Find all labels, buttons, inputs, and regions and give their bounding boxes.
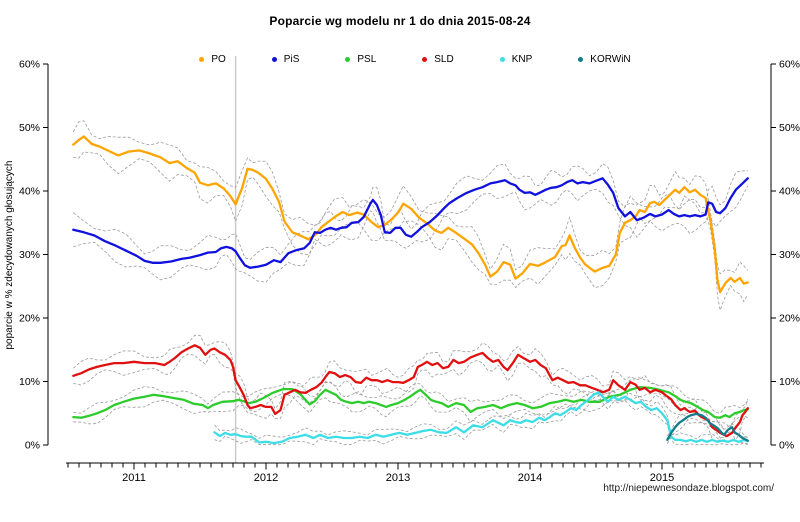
- svg-text:2015: 2015: [650, 472, 674, 484]
- legend-dot-icon: [199, 57, 205, 62]
- svg-text:10%: 10%: [779, 376, 800, 388]
- legend-item-pis: PiS: [271, 54, 300, 65]
- source-url: http://niepewnesondaze.blogspot.com/: [603, 483, 774, 494]
- svg-text:2012: 2012: [254, 472, 278, 484]
- svg-text:60%: 60%: [19, 59, 40, 71]
- chart-title: Poparcie wg modelu nr 1 do dnia 2015-08-…: [269, 14, 531, 28]
- svg-text:40%: 40%: [19, 186, 40, 198]
- y-axis-label: poparcie w % zdecydowanych głosujących: [4, 160, 15, 350]
- svg-text:0%: 0%: [25, 440, 40, 452]
- svg-text:30%: 30%: [19, 249, 40, 261]
- svg-text:50%: 50%: [19, 122, 40, 134]
- svg-text:50%: 50%: [779, 122, 800, 134]
- legend-item-po: PO: [199, 54, 226, 65]
- legend-label: KORWiN: [590, 54, 631, 65]
- svg-text:2011: 2011: [122, 472, 146, 484]
- svg-text:0%: 0%: [779, 440, 794, 452]
- svg-text:20%: 20%: [779, 313, 800, 325]
- legend-dot-icon: [271, 57, 277, 62]
- svg-text:40%: 40%: [779, 186, 800, 198]
- legend-item-knp: KNP: [499, 54, 533, 65]
- legend-item-korwin: KORWiN: [578, 54, 631, 65]
- svg-text:30%: 30%: [779, 249, 800, 261]
- legend-dot-icon: [422, 57, 428, 62]
- legend-item-sld: SLD: [422, 54, 454, 65]
- legend-label: SLD: [434, 54, 454, 65]
- legend-label: PO: [211, 54, 226, 65]
- legend-dot-icon: [499, 57, 505, 62]
- legend-label: KNP: [511, 54, 533, 65]
- svg-text:20%: 20%: [19, 313, 40, 325]
- legend-item-psl: PSL: [345, 54, 376, 65]
- legend-dot-icon: [578, 57, 584, 62]
- svg-text:2013: 2013: [386, 472, 410, 484]
- svg-text:2014: 2014: [518, 472, 542, 484]
- legend-label: PSL: [357, 54, 377, 65]
- svg-text:60%: 60%: [779, 59, 800, 71]
- svg-text:10%: 10%: [19, 376, 40, 388]
- chart-legend: PO PiS PSL SLD KNP KORWiN: [30, 54, 800, 65]
- legend-dot-icon: [345, 57, 351, 62]
- legend-label: PiS: [283, 54, 300, 65]
